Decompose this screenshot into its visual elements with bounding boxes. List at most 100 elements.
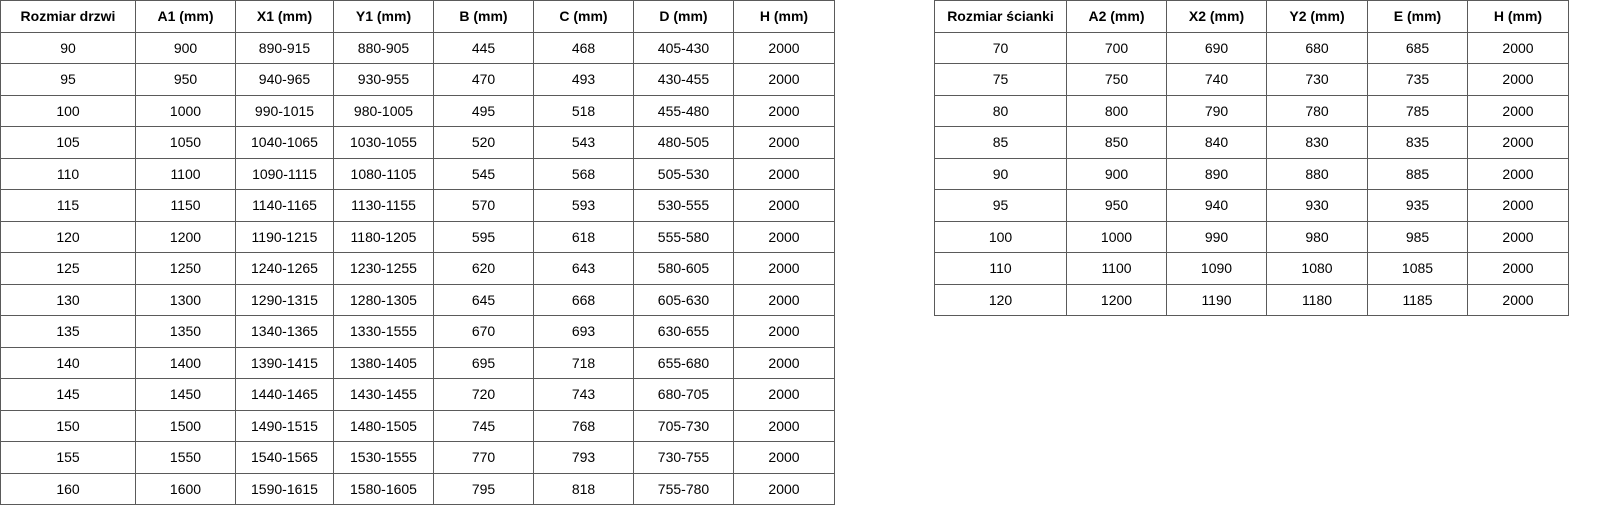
table-cell: 530-555 (633, 189, 734, 222)
table-cell: 2000 (733, 31, 835, 64)
table-cell: 2000 (733, 220, 835, 253)
table-cell: 2000 (733, 126, 835, 159)
table-row: 135 1350 1340-1365 1330-1555 670 693 630-655 20… (0, 315, 835, 348)
table-cell: 990 (1166, 220, 1267, 253)
table-row: 100 1000 990-1015 980-1005 495 518 455-480 2000 (0, 94, 835, 127)
table-cell: 493 (533, 63, 634, 96)
table-cell: 80 (934, 94, 1067, 127)
table-cell: 730 (1266, 63, 1368, 96)
table-cell: 1150 (135, 189, 236, 222)
column-header: Y1 (mm) (333, 0, 434, 33)
table-cell: 115 (0, 189, 136, 222)
table-cell: 780 (1266, 94, 1368, 127)
table-cell: 680 (1266, 31, 1368, 64)
table-row: 130 1300 1290-1315 1280-1305 645 668 605-630 20… (0, 283, 835, 316)
column-header: X1 (mm) (235, 0, 334, 33)
table-cell: 580-605 (633, 252, 734, 285)
table-row: 150 1500 1490-1515 1480-1505 745 768 705-730 20… (0, 409, 835, 442)
table-cell: 1500 (135, 409, 236, 442)
table-cell: 700 (1066, 31, 1167, 64)
column-header: D (mm) (633, 0, 734, 33)
table-cell: 980 (1266, 220, 1368, 253)
table-cell: 1350 (135, 315, 236, 348)
table-row: 85 850 840 830 835 2000 (934, 126, 1569, 159)
table-cell: 790 (1166, 94, 1267, 127)
table-cell: 693 (533, 315, 634, 348)
table-cell: 2000 (733, 94, 835, 127)
table-cell: 2000 (1467, 252, 1569, 285)
table-cell: 2000 (1467, 157, 1569, 190)
table-cell: 680-705 (633, 378, 734, 411)
table-cell: 125 (0, 252, 136, 285)
table-cell: 2000 (733, 252, 835, 285)
table-cell: 1250 (135, 252, 236, 285)
table-cell: 1200 (1066, 283, 1167, 316)
table-cell: 95 (934, 189, 1067, 222)
table-cell: 2000 (1467, 63, 1569, 96)
table-cell: 730-755 (633, 441, 734, 474)
table-row: 140 1400 1390-1415 1380-1405 695 718 655-680 20… (0, 346, 835, 379)
table-cell: 1530-1555 (333, 441, 434, 474)
table-cell: 2000 (733, 189, 835, 222)
table-cell: 140 (0, 346, 136, 379)
table-row: 95 950 940 930 935 2000 (934, 189, 1569, 222)
table-cell: 735 (1367, 63, 1468, 96)
table-cell: 595 (433, 220, 534, 253)
table-cell: 75 (934, 63, 1067, 96)
table-cell: 2000 (733, 63, 835, 96)
table-cell: 505-530 (633, 157, 734, 190)
table-cell: 800 (1066, 94, 1167, 127)
table-cell: 755-780 (633, 472, 734, 505)
table-cell: 1400 (135, 346, 236, 379)
table-cell: 480-505 (633, 126, 734, 159)
table-cell: 1085 (1367, 252, 1468, 285)
column-header: A1 (mm) (135, 0, 236, 33)
table-cell: 890-915 (235, 31, 334, 64)
table-cell: 685 (1367, 31, 1468, 64)
table-cell: 2000 (733, 157, 835, 190)
table-cell: 1040-1065 (235, 126, 334, 159)
table-cell: 745 (433, 409, 534, 442)
table-cell: 1290-1315 (235, 283, 334, 316)
table-cell: 1130-1155 (333, 189, 434, 222)
table-cell: 940 (1166, 189, 1267, 222)
table-cell: 770 (433, 441, 534, 474)
table-cell: 90 (0, 31, 136, 64)
table-cell: 1190 (1166, 283, 1267, 316)
table-cell: 705-730 (633, 409, 734, 442)
table-cell: 155 (0, 441, 136, 474)
table-cell: 1580-1605 (333, 472, 434, 505)
table-cell: 1230-1255 (333, 252, 434, 285)
table-cell: 793 (533, 441, 634, 474)
column-header: Y2 (mm) (1266, 0, 1368, 33)
table-cell: 990-1015 (235, 94, 334, 127)
table-cell: 1380-1405 (333, 346, 434, 379)
table-cell: 880-905 (333, 31, 434, 64)
table-cell: 1090-1115 (235, 157, 334, 190)
table-cell: 1180 (1266, 283, 1368, 316)
table-cell: 100 (0, 94, 136, 127)
table-row: 95 950 940-965 930-955 470 493 430-455 2000 (0, 63, 835, 96)
table-cell: 1480-1505 (333, 409, 434, 442)
table-row: 120 1200 1190-1215 1180-1205 595 618 555-580 20… (0, 220, 835, 253)
table-cell: 935 (1367, 189, 1468, 222)
table-cell: 818 (533, 472, 634, 505)
table-cell: 105 (0, 126, 136, 159)
table-cell: 543 (533, 126, 634, 159)
table-row: 110 1100 1090-1115 1080-1105 545 568 505-530 20… (0, 157, 835, 190)
header-row: Rozmiar drzwi A1 (mm) X1 (mm) Y1 (mm) B (mm)… (0, 0, 835, 33)
table-cell: 445 (433, 31, 534, 64)
table-cell: 940-965 (235, 63, 334, 96)
table-cell: 545 (433, 157, 534, 190)
column-header: C (mm) (533, 0, 634, 33)
table-cell: 2000 (1467, 283, 1569, 316)
table-cell: 495 (433, 94, 534, 127)
column-header: H (mm) (1467, 0, 1569, 33)
table-cell: 1280-1305 (333, 283, 434, 316)
column-header: E (mm) (1367, 0, 1468, 33)
table-cell: 1140-1165 (235, 189, 334, 222)
table-cell: 1200 (135, 220, 236, 253)
table-cell: 768 (533, 409, 634, 442)
column-header: X2 (mm) (1166, 0, 1267, 33)
table-cell: 100 (934, 220, 1067, 253)
